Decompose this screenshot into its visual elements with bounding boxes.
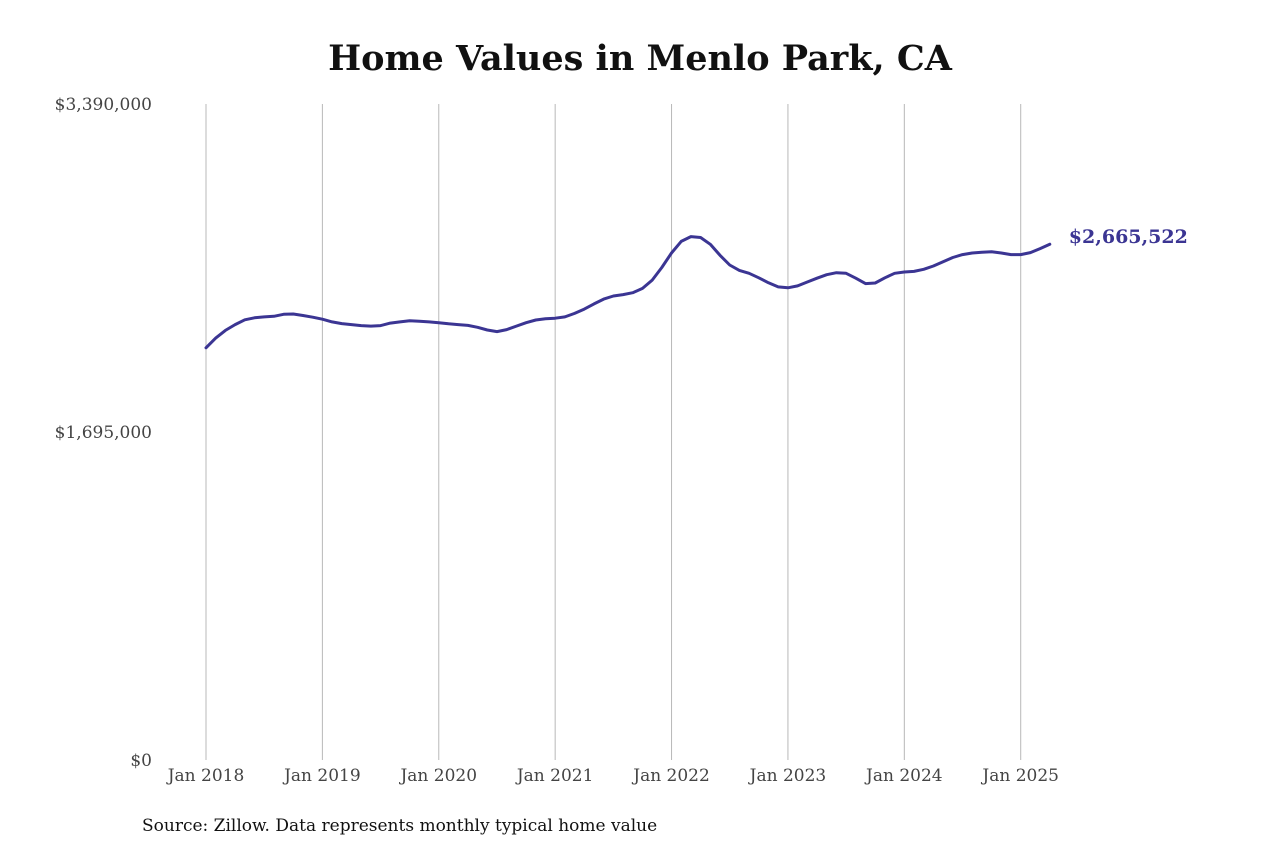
series-layer: $2,665,522 <box>204 226 1188 350</box>
x-tick-label: Jan 2020 <box>398 766 477 786</box>
x-tick-label: Jan 2023 <box>748 766 827 786</box>
y-tick-label: $0 <box>130 751 152 771</box>
x-tick-label: Jan 2018 <box>166 766 245 786</box>
x-tick-label: Jan 2021 <box>515 766 594 786</box>
x-tick-label: Jan 2025 <box>980 766 1059 786</box>
y-tick-label: $3,390,000 <box>55 95 152 115</box>
y-axis: $0 $1,695,000 $3,390,000 <box>55 95 152 771</box>
y-tick-label: $1,695,000 <box>55 423 152 443</box>
x-tick-label: Jan 2019 <box>282 766 361 786</box>
chart-source-note: Source: Zillow. Data represents monthly … <box>142 816 658 836</box>
series-line <box>204 235 1052 350</box>
x-tick-label: Jan 2022 <box>631 766 710 786</box>
gridlines <box>205 104 1022 760</box>
x-tick-label: Jan 2024 <box>864 766 943 786</box>
chart-title: Home Values in Menlo Park, CA <box>328 38 952 79</box>
series-end-label: $2,665,522 <box>1069 226 1188 248</box>
x-axis: Jan 2018 Jan 2019 Jan 2020 Jan 2021 Jan 2022… <box>166 766 1059 786</box>
